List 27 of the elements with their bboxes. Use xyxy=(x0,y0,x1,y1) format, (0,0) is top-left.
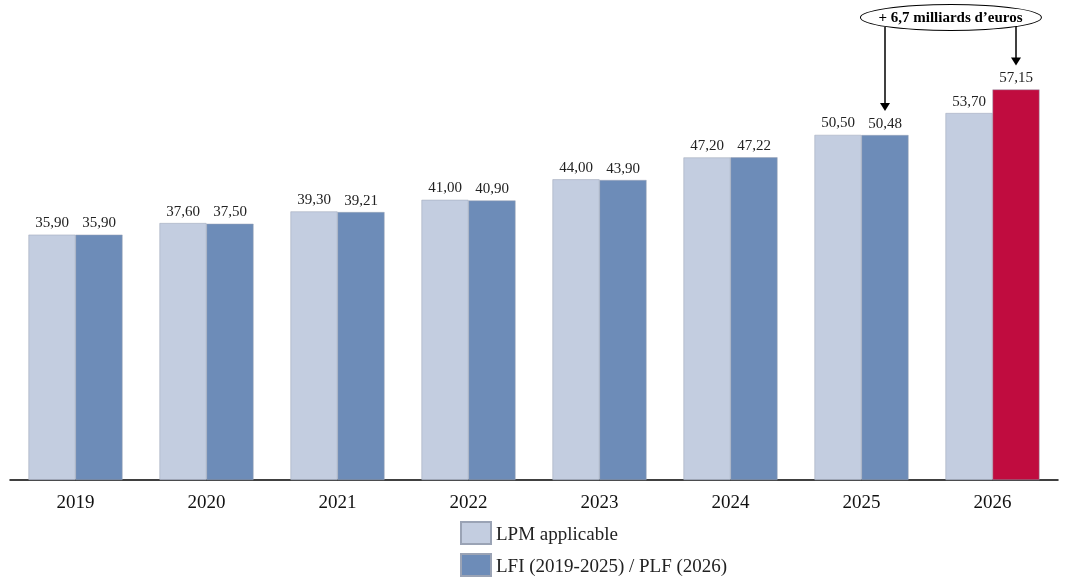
x-tick-label: 2023 xyxy=(580,491,619,512)
data-label: 39,30 xyxy=(297,190,331,207)
data-label: 37,50 xyxy=(213,203,247,220)
x-tick-label: 2020 xyxy=(187,491,226,512)
data-label: 41,00 xyxy=(428,179,462,196)
data-label: 50,48 xyxy=(868,114,902,131)
x-tick-label: 2024 xyxy=(711,491,750,512)
data-label: 47,20 xyxy=(690,136,724,153)
x-tick-label: 2019 xyxy=(56,491,95,512)
x-tick-label: 2025 xyxy=(842,491,881,512)
legend-label: LPM applicable xyxy=(496,522,618,544)
data-label: 35,90 xyxy=(82,214,116,231)
data-label: 53,70 xyxy=(952,92,986,109)
legend-label: LFI (2019-2025) / PLF (2026) xyxy=(496,554,728,577)
data-label: 57,15 xyxy=(999,68,1033,85)
data-label: 39,21 xyxy=(344,191,378,208)
data-label: 50,50 xyxy=(821,114,855,131)
data-label: 35,90 xyxy=(35,214,69,231)
data-label: 43,90 xyxy=(606,159,640,176)
text: + 6,7 milliards d’euros xyxy=(859,4,1042,31)
x-tick-label: 2022 xyxy=(449,491,488,512)
data-label: 37,60 xyxy=(166,202,200,219)
x-tick-label: 2026 xyxy=(973,491,1012,512)
data-label: 47,22 xyxy=(737,136,771,153)
data-label: 44,00 xyxy=(559,158,593,175)
x-tick-label: 2021 xyxy=(318,491,357,512)
data-label: 40,90 xyxy=(475,180,509,197)
